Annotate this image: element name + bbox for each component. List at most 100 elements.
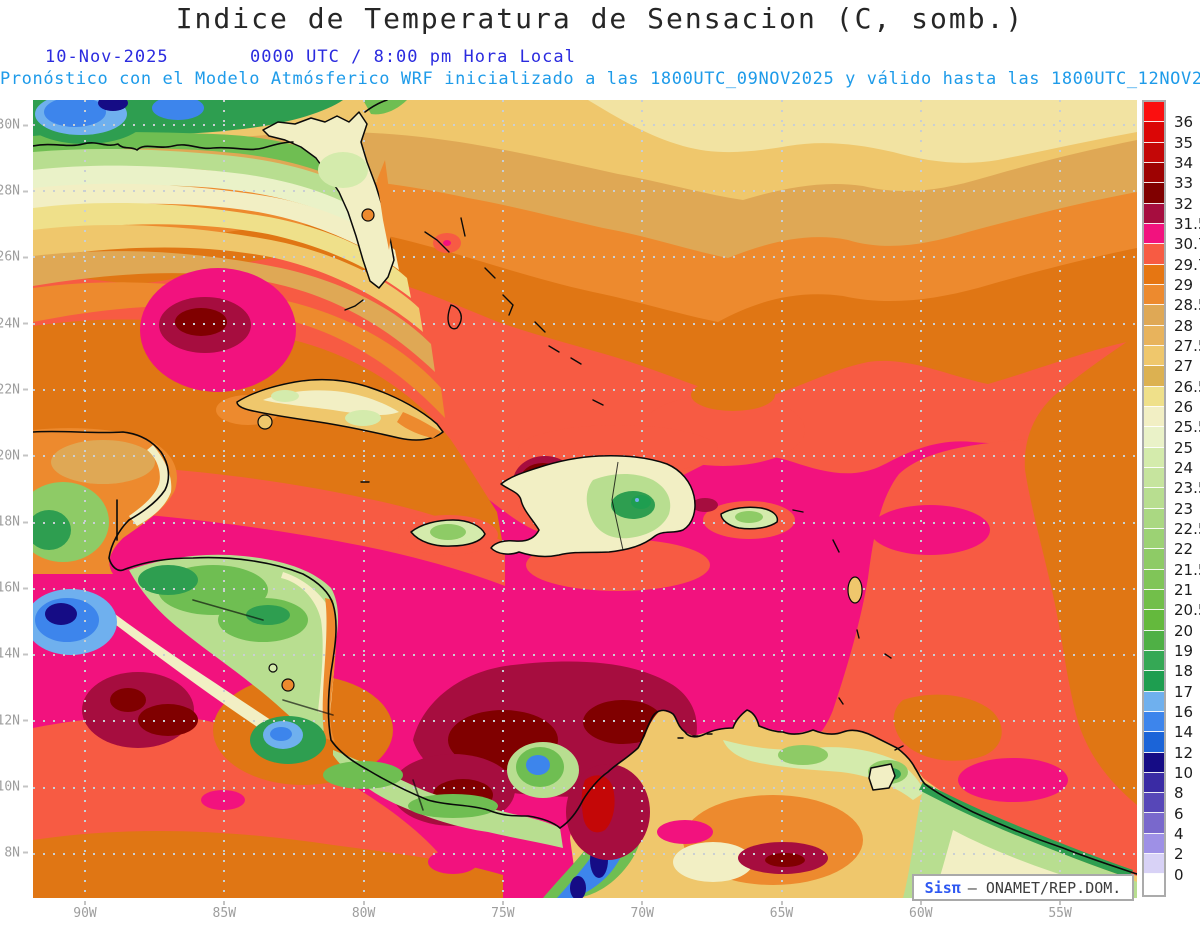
- legend-segment: [1144, 447, 1164, 468]
- lat-tick-label: 22N: [0, 382, 28, 397]
- legend-value-label: 25: [1174, 438, 1194, 457]
- legend-segment: [1144, 284, 1164, 306]
- legend-value-label: 19: [1174, 642, 1194, 660]
- legend-segment: [1144, 386, 1164, 407]
- legend-segment: [1144, 142, 1164, 163]
- lon-tick-label: 55W: [1038, 901, 1082, 921]
- legend-value-label: 33: [1174, 174, 1194, 193]
- heat-index-map: [33, 100, 1137, 898]
- legend-value-label: 22.5: [1174, 520, 1200, 538]
- legend-value-label: 22: [1174, 540, 1194, 559]
- legend-segment: [1144, 406, 1164, 428]
- legend-segment: [1144, 345, 1164, 367]
- legend-segment: [1144, 874, 1164, 895]
- legend-value-label: 28: [1174, 316, 1194, 335]
- legend-segment: [1144, 264, 1164, 285]
- lat-tick-label: 16N: [0, 581, 28, 596]
- legend-segment: [1144, 772, 1164, 794]
- legend-value-label: 23: [1174, 499, 1194, 518]
- legend-segment: [1144, 813, 1164, 834]
- lon-tick-label: 70W: [620, 901, 664, 921]
- legend-segment: [1144, 650, 1164, 672]
- legend-segment: [1144, 854, 1164, 875]
- lon-tick-label: 80W: [342, 901, 386, 921]
- run-date: 10-Nov-2025: [45, 47, 169, 67]
- legend-value-label: 27.5: [1174, 337, 1200, 355]
- legend-segment: [1144, 122, 1164, 143]
- legend-value-label: 4: [1174, 825, 1184, 843]
- legend-value-label: 36: [1174, 113, 1194, 132]
- legend-value-label: 29.7: [1174, 255, 1200, 274]
- legend-segment: [1144, 508, 1164, 529]
- lat-tick-label: 20N: [0, 448, 28, 463]
- legend-segment: [1144, 610, 1164, 631]
- legend-segment: [1144, 366, 1164, 387]
- forecast-note: Pronóstico con el Modelo Atmósferico WRF…: [0, 69, 1200, 89]
- legend-segment: [1144, 488, 1164, 509]
- lon-tick-label: 65W: [760, 901, 804, 921]
- legend-value-label: 31.5: [1174, 215, 1200, 233]
- legend-value-label: 29: [1174, 276, 1194, 294]
- lat-tick-label: 24N: [0, 316, 28, 331]
- legend-value-label: 17: [1174, 682, 1194, 701]
- longitude-axis: 90W 85W 80W 75W 70W 65W 60W 55W: [0, 901, 1200, 923]
- legend-value-label: 24: [1174, 459, 1194, 477]
- legend-value-label: 20.5: [1174, 601, 1200, 620]
- legend-value-label: 14: [1174, 723, 1194, 742]
- legend-segment: [1144, 549, 1164, 570]
- legend-segment: [1144, 203, 1164, 224]
- legend-segment: [1144, 732, 1164, 753]
- page-title: Indice de Temperatura de Sensacion (C, s…: [175, 2, 1025, 35]
- legend-segment: [1144, 305, 1164, 326]
- latitude-axis: 30N 28N 26N 24N 22N 20N 18N 16N 14N 12N 10N 8N: [0, 100, 31, 898]
- legend-segment: [1144, 102, 1164, 123]
- legend-value-label: 26: [1174, 398, 1194, 416]
- legend-segment: [1144, 711, 1164, 733]
- legend-segment: [1144, 752, 1164, 773]
- legend-segment: [1144, 691, 1164, 712]
- legend-value-label: 6: [1174, 804, 1184, 823]
- legend-segment: [1144, 671, 1164, 692]
- org-label: – ONAMET/REP.DOM.: [967, 878, 1122, 897]
- map-canvas: [33, 100, 1137, 898]
- legend-segment: [1144, 569, 1164, 590]
- legend-value-label: 0: [1174, 865, 1184, 884]
- legend-value-label: 28.5: [1174, 296, 1200, 315]
- legend-value-label: 16: [1174, 703, 1194, 721]
- lon-tick-label: 75W: [481, 901, 525, 921]
- legend-value-label: 26.5: [1174, 377, 1200, 396]
- lat-tick-label: 14N: [0, 647, 28, 662]
- legend-segment: [1144, 244, 1164, 265]
- legend-value-label: 25.5: [1174, 418, 1200, 437]
- legend-segment: [1144, 183, 1164, 204]
- legend-value-label: 35: [1174, 133, 1194, 152]
- legend-value-label: 27: [1174, 357, 1194, 376]
- legend-segment: [1144, 793, 1164, 814]
- legend-value-label: 8: [1174, 784, 1184, 803]
- legend-value-label: 30.7: [1174, 235, 1200, 254]
- lon-tick-label: 60W: [899, 901, 943, 921]
- legend-segment: [1144, 162, 1164, 184]
- lat-tick-label: 10N: [0, 779, 28, 794]
- lat-tick-label: 30N: [0, 118, 28, 133]
- legend-segment: [1144, 528, 1164, 550]
- lat-tick-label: 8N: [4, 845, 28, 860]
- lon-tick-label: 90W: [63, 901, 107, 921]
- legend-segment: [1144, 427, 1164, 448]
- lat-tick-label: 28N: [0, 184, 28, 199]
- brand-label: Sisπ: [924, 878, 961, 897]
- lat-tick-label: 26N: [0, 250, 28, 265]
- legend-value-label: 20: [1174, 621, 1194, 640]
- legend-value-label: 21.5: [1174, 560, 1200, 579]
- legend-segment: [1144, 467, 1164, 489]
- legend-segment: [1144, 325, 1164, 346]
- lat-tick-label: 18N: [0, 515, 28, 530]
- lat-tick-label: 12N: [0, 713, 28, 728]
- legend-segment: [1144, 223, 1164, 245]
- legend-value-label: 21: [1174, 581, 1194, 599]
- legend-value-label: 12: [1174, 743, 1194, 762]
- legend-segment: [1144, 589, 1164, 611]
- legend-value-label: 10: [1174, 764, 1194, 782]
- color-scale: [1142, 100, 1166, 897]
